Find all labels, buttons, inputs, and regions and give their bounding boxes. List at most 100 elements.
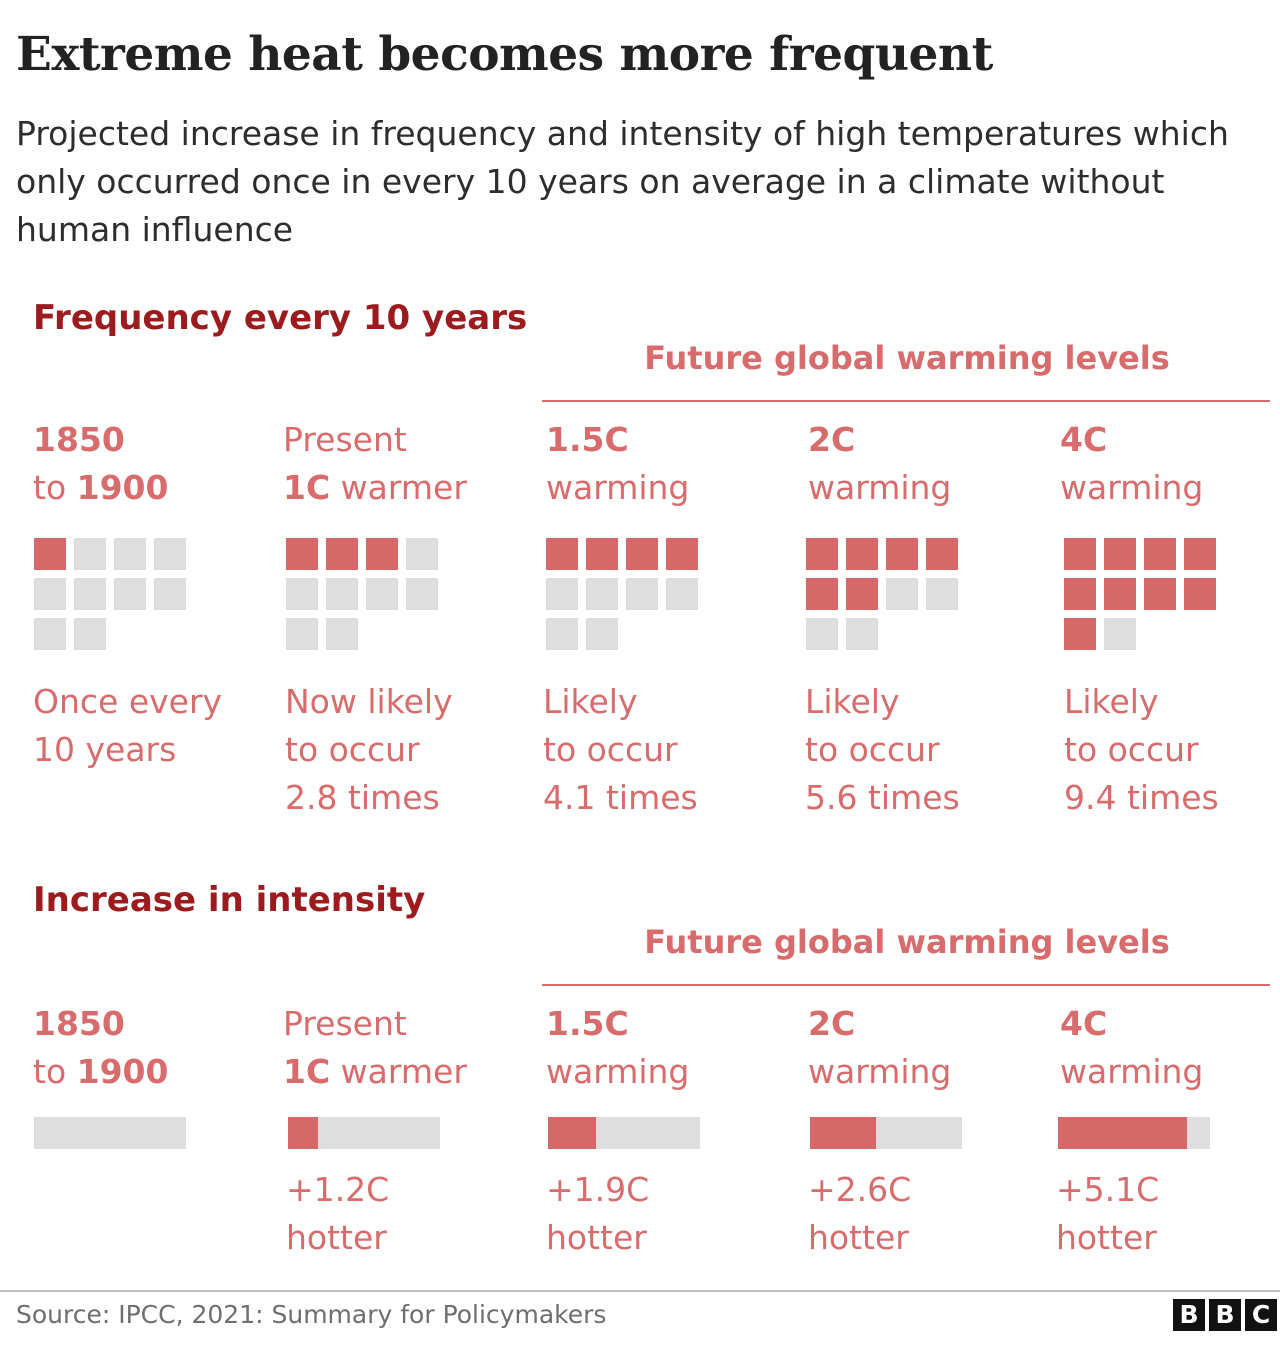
intensity-value-line: +1.2C (286, 1170, 390, 1209)
frequency-square-empty (546, 578, 578, 610)
frequency-square-filled (626, 538, 658, 570)
bbc-logo-letter: B (1209, 1299, 1241, 1331)
intensity-heading-line2: warming (808, 1048, 951, 1096)
frequency-column-heading: 1.5C warming (546, 416, 689, 512)
frequency-square-empty (74, 618, 106, 650)
intensity-value-line: hotter (546, 1218, 647, 1257)
frequency-square-empty (154, 578, 186, 610)
frequency-square-filled (1104, 578, 1136, 610)
intensity-bar-fill (288, 1117, 318, 1149)
frequency-square-empty (406, 538, 438, 570)
frequency-description-line: Likely (805, 682, 900, 721)
frequency-heading-line1: 1850 (33, 420, 125, 459)
frequency-square-filled (34, 538, 66, 570)
frequency-description-line: 9.4 times (1064, 778, 1219, 817)
frequency-square-filled (926, 538, 958, 570)
frequency-heading-part: to (33, 468, 77, 507)
frequency-heading-part: 1C (283, 468, 331, 507)
frequency-column-heading: 4C warming (1060, 416, 1203, 512)
intensity-heading-part: 1C (283, 1052, 331, 1091)
frequency-square-filled (1144, 538, 1176, 570)
intensity-bar-fill (810, 1117, 876, 1149)
frequency-heading-line2: to 1900 (33, 464, 168, 512)
frequency-description-line: 4.1 times (543, 778, 698, 817)
bbc-logo: B B C (1173, 1299, 1277, 1331)
frequency-square-grid (806, 538, 966, 658)
intensity-heading-line2: warming (546, 1048, 689, 1096)
frequency-square-grid (1064, 538, 1224, 658)
intensity-heading-line2: 1C warmer (283, 1048, 467, 1096)
frequency-heading-line2: 1C warmer (283, 464, 467, 512)
intensity-section-title: Increase in intensity (33, 880, 426, 920)
frequency-square-empty (626, 578, 658, 610)
intensity-heading-part: warmer (330, 1052, 467, 1091)
intensity-column-heading: Present 1C warmer (283, 1000, 467, 1096)
frequency-square-empty (1104, 618, 1136, 650)
frequency-square-empty (546, 618, 578, 650)
frequency-description-line: Likely (1064, 682, 1159, 721)
frequency-description: Once every 10 years (33, 678, 222, 774)
frequency-square-empty (114, 538, 146, 570)
frequency-square-filled (666, 538, 698, 570)
frequency-square-empty (886, 578, 918, 610)
intensity-column-heading: 1850 to 1900 (33, 1000, 168, 1096)
frequency-description: Likely to occur 4.1 times (543, 678, 698, 822)
frequency-square-empty (74, 538, 106, 570)
frequency-square-grid (286, 538, 446, 658)
frequency-square-filled (1144, 578, 1176, 610)
bbc-logo-letter: C (1245, 1299, 1277, 1331)
intensity-value-line: +1.9C (546, 1170, 650, 1209)
frequency-square-filled (546, 538, 578, 570)
frequency-square-filled (286, 538, 318, 570)
intensity-column-heading: 2C warming (808, 1000, 951, 1096)
frequency-square-filled (806, 578, 838, 610)
intensity-value-line: hotter (808, 1218, 909, 1257)
intensity-future-rule (542, 984, 1270, 986)
intensity-heading-part: to (33, 1052, 77, 1091)
frequency-description-line: to occur (285, 730, 420, 769)
intensity-bar-track (1058, 1117, 1210, 1149)
intensity-future-label: Future global warming levels (644, 923, 1170, 961)
frequency-section-title: Frequency every 10 years (33, 298, 528, 338)
frequency-description-line: to occur (805, 730, 940, 769)
intensity-heading-part: warming (808, 1052, 952, 1091)
frequency-square-empty (586, 578, 618, 610)
intensity-heading-line2: to 1900 (33, 1048, 168, 1096)
frequency-square-filled (1064, 538, 1096, 570)
frequency-heading-line1: Present (283, 420, 407, 459)
frequency-square-empty (846, 618, 878, 650)
frequency-square-grid (34, 538, 194, 658)
frequency-square-filled (886, 538, 918, 570)
frequency-square-empty (34, 618, 66, 650)
frequency-square-empty (406, 578, 438, 610)
frequency-square-filled (846, 538, 878, 570)
frequency-square-filled (1104, 538, 1136, 570)
frequency-square-filled (846, 578, 878, 610)
frequency-heading-line1: 1.5C (546, 420, 629, 459)
intensity-heading-line2: warming (1060, 1048, 1203, 1096)
frequency-column-heading: 2C warming (808, 416, 951, 512)
frequency-heading-line2: warming (808, 464, 951, 512)
chart-subtitle: Projected increase in frequency and inte… (16, 114, 1229, 249)
frequency-square-empty (926, 578, 958, 610)
frequency-description-line: 5.6 times (805, 778, 960, 817)
intensity-value-label: +2.6C hotter (808, 1166, 911, 1262)
frequency-square-filled (366, 538, 398, 570)
frequency-column-heading: Present 1C warmer (283, 416, 467, 512)
frequency-square-empty (806, 618, 838, 650)
frequency-heading-line1: 2C (808, 420, 856, 459)
intensity-bar-track (810, 1117, 962, 1149)
intensity-bar-track (288, 1117, 440, 1149)
frequency-square-filled (1184, 538, 1216, 570)
frequency-description: Likely to occur 9.4 times (1064, 678, 1219, 822)
intensity-value-line: +2.6C (808, 1170, 912, 1209)
intensity-heading-part: warming (546, 1052, 690, 1091)
frequency-square-empty (286, 618, 318, 650)
frequency-description-line: to occur (543, 730, 678, 769)
frequency-square-filled (586, 538, 618, 570)
frequency-square-empty (666, 578, 698, 610)
intensity-value-label: +1.2C hotter (286, 1166, 389, 1262)
frequency-description: Likely to occur 5.6 times (805, 678, 960, 822)
intensity-bar-fill (1058, 1117, 1187, 1149)
frequency-square-empty (366, 578, 398, 610)
